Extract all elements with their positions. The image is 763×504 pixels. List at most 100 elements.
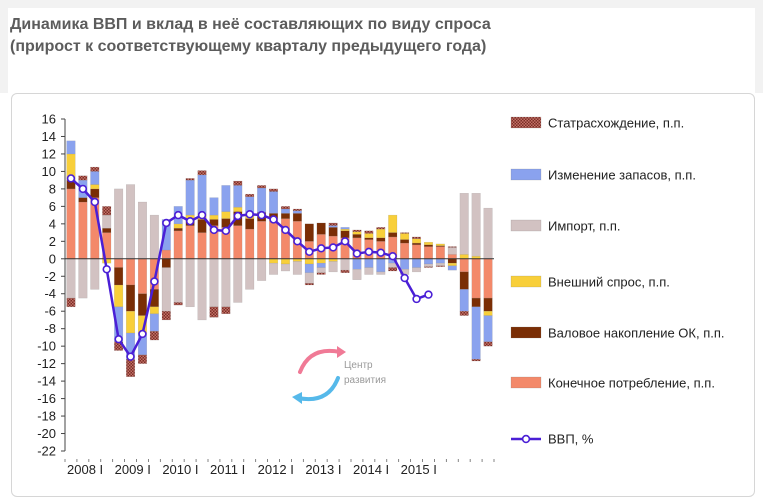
- x-tick-label: 2009 I: [115, 462, 151, 477]
- bar-inventory-q15: [233, 185, 243, 208]
- bar-import-q31: [423, 263, 433, 267]
- bar-stat-q1: [66, 297, 76, 308]
- bar-stat-q2: [78, 175, 88, 181]
- gdp-point-q26: [364, 247, 374, 257]
- bar-stat-q22: [316, 272, 326, 275]
- bar-consumption-q6: [126, 258, 136, 286]
- bar-export-q14: [221, 211, 231, 219]
- gdp-point-q15: [233, 211, 242, 221]
- bar-stat-q10: [173, 302, 183, 306]
- gdp-point-q19: [281, 225, 290, 235]
- bar-consumption-q32: [435, 246, 445, 259]
- gdp-point-q17: [257, 210, 266, 220]
- y-tick-label: -8: [44, 321, 56, 336]
- bar-stat-q31: [423, 266, 433, 268]
- gdp-point-q29: [400, 273, 409, 283]
- bar-capital-q20: [292, 213, 302, 222]
- legend-swatch-import: [510, 219, 542, 232]
- y-tick-label: 10: [42, 164, 56, 179]
- bar-stat-q13: [209, 306, 219, 318]
- bar-inventory-q18: [269, 191, 279, 214]
- bar-import-q7: [137, 201, 147, 259]
- bar-consumption-q11: [185, 225, 195, 259]
- legend-swatch-consumption: [510, 376, 542, 389]
- bar-stat-q26: [364, 230, 374, 234]
- bar-inventory-q36: [483, 315, 493, 342]
- y-tick-label: 2: [49, 234, 56, 249]
- gdp-point-q3: [90, 197, 99, 207]
- gdp-point-q8: [150, 277, 159, 286]
- bar-import-q27: [376, 271, 386, 275]
- gdp-point-q4: [102, 265, 111, 274]
- legend-label-consumption: Конечное потребление, п.п.: [548, 376, 715, 391]
- bar-import-q34: [459, 193, 469, 255]
- bar-inventory-q22: [316, 262, 326, 268]
- bar-capital-q3: [90, 188, 100, 198]
- y-tick-label: 4: [49, 216, 56, 231]
- chart-header: Динамика ВВП и вклад в неё составляющих …: [10, 14, 750, 58]
- bar-stat-q15: [233, 180, 243, 186]
- bar-export-q33: [447, 262, 457, 266]
- gdp-point-q27: [376, 248, 385, 257]
- bar-import-q16: [245, 258, 255, 290]
- x-tick-label: 2010 I: [162, 462, 198, 477]
- bar-consumption-q16: [245, 228, 255, 259]
- gdp-point-q23: [328, 243, 338, 252]
- gdp-point-q21: [305, 247, 314, 257]
- legend-label-line: Внешний спрос, п.п.: [548, 275, 670, 290]
- x-tick-label: 2012 I: [258, 462, 294, 477]
- chart-subtitle: (прирост к соответствующему кварталу пре…: [10, 38, 487, 55]
- y-tick-label: 6: [49, 199, 56, 214]
- bar-export-q10: [173, 223, 183, 229]
- legend-label-stat: Статрасхождение, п.п.: [548, 116, 684, 131]
- bar-consumption-q15: [233, 225, 243, 259]
- bar-stat-q18: [269, 188, 279, 192]
- bar-import-q14: [221, 258, 231, 308]
- bar-capital-q35: [471, 297, 481, 308]
- bar-stat-q33: [447, 246, 457, 248]
- bar-inventory-q32: [435, 258, 445, 264]
- bar-capital-q19: [280, 213, 290, 219]
- bar-capital-q21: [304, 223, 314, 242]
- bar-inventory-q29: [400, 258, 410, 270]
- bar-import-q36: [483, 207, 493, 259]
- bar-import-q4: [102, 214, 112, 229]
- bar-stat-q24: [340, 269, 350, 273]
- legend-swatch-capital: [510, 326, 542, 339]
- bar-import-q20: [292, 261, 302, 275]
- bar-inventory-q19: [280, 208, 290, 214]
- bar-stat-q9: [161, 311, 171, 321]
- bar-capital-q34: [459, 271, 469, 290]
- gdp-point-q31: [424, 290, 433, 299]
- legend-label-inventory: Изменение запасов, п.п.: [548, 168, 696, 183]
- y-tick-label: -22: [37, 444, 56, 459]
- y-tick-label: -10: [37, 339, 56, 354]
- bar-stat-q19: [280, 206, 290, 210]
- bar-consumption-q31: [423, 246, 433, 259]
- bar-capital-q7: [137, 293, 147, 316]
- bar-export-q31: [423, 241, 433, 246]
- legend-swatch-export: [510, 275, 542, 288]
- y-tick-label: -12: [37, 356, 56, 371]
- gdp-point-q7: [138, 329, 147, 339]
- gdp-point-q25: [352, 249, 362, 258]
- bar-capital-q2: [78, 197, 88, 203]
- gdp-point-q5: [114, 334, 123, 344]
- bar-capital-q16: [245, 218, 255, 230]
- bar-stat-q35: [471, 359, 481, 362]
- gdp-point-q9: [162, 218, 171, 228]
- bar-export-q36: [483, 311, 493, 316]
- bar-capital-q30: [412, 242, 422, 246]
- bar-consumption-q19: [280, 218, 290, 259]
- bar-stat-q7: [137, 354, 147, 364]
- logo-arc-blue: [296, 376, 340, 401]
- bar-capital-q36: [483, 297, 493, 312]
- bar-import-q19: [280, 263, 290, 272]
- bar-consumption-q2: [78, 201, 88, 259]
- bar-import-q26: [364, 267, 374, 275]
- bar-inventory-q14: [221, 185, 231, 212]
- bar-stat-q23: [328, 222, 338, 226]
- bar-inventory-q17: [257, 187, 267, 213]
- bar-import-q18: [269, 262, 279, 275]
- legend-label-line: Валовое накопление ОК, п.п.: [548, 326, 725, 341]
